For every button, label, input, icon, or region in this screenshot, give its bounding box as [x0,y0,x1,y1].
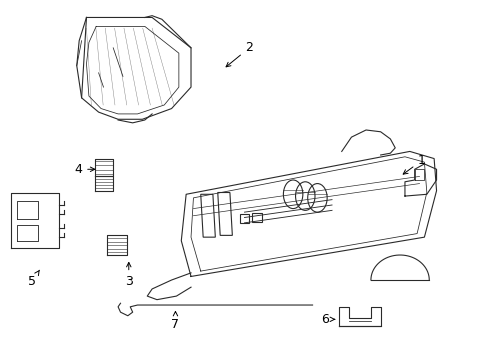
Text: 7: 7 [171,311,179,331]
Text: 1: 1 [403,154,425,174]
Text: 5: 5 [27,270,40,288]
Text: 2: 2 [225,41,253,67]
Text: 3: 3 [124,262,132,288]
Text: 4: 4 [74,163,95,176]
Text: 6: 6 [320,313,334,326]
